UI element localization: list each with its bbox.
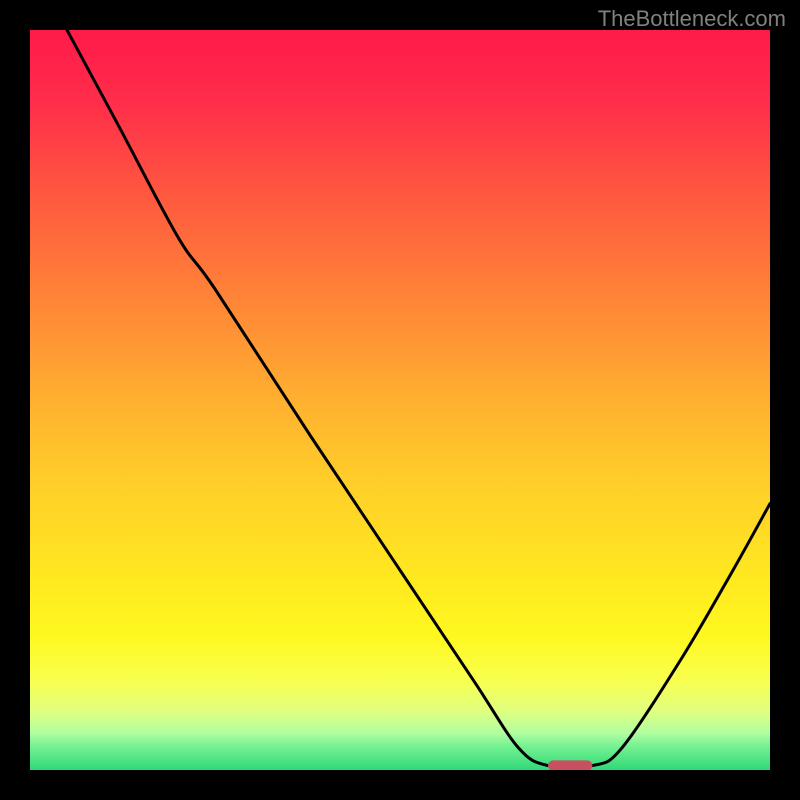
watermark-text: TheBottleneck.com bbox=[598, 6, 786, 32]
optimum-marker bbox=[548, 760, 592, 770]
chart-svg bbox=[30, 30, 770, 770]
chart-background bbox=[30, 30, 770, 770]
